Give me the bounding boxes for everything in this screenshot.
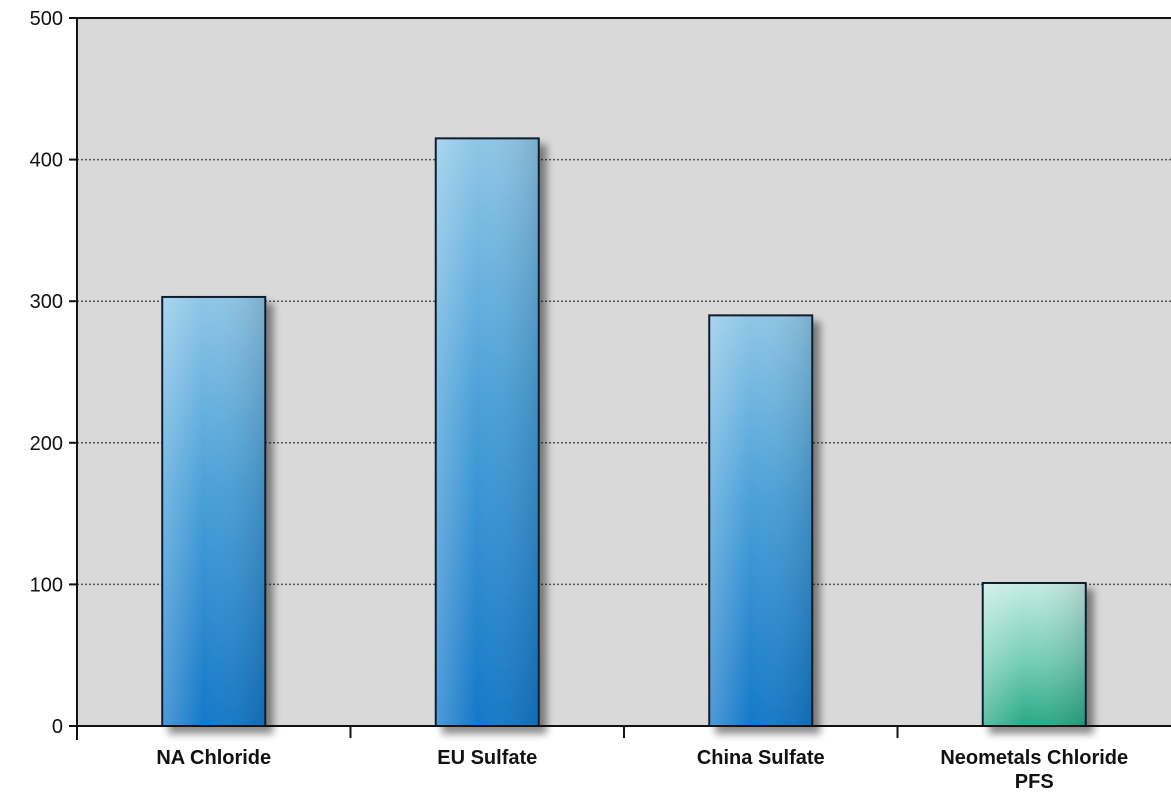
x-axis-labels: NA Chloride EU Sulfate China Sulfate Neomet… [156, 747, 1128, 793]
x-tick-label: EU Sulfate [437, 747, 537, 769]
y-tick-label: 0 [52, 716, 63, 738]
bar-sheen [163, 297, 265, 725]
x-tick-label: Neometals Chloride [940, 747, 1128, 769]
x-tick-label: PFS [1015, 771, 1054, 793]
y-tick-label: 300 [30, 291, 63, 313]
y-axis-ticks: 0 100 200 300 400 500 [30, 8, 77, 738]
x-tick-label: NA Chloride [156, 747, 271, 769]
bar [981, 581, 1087, 728]
x-axis-ticks [349, 726, 899, 738]
bar [708, 314, 814, 727]
bar-sheen [983, 583, 1085, 725]
x-tick-label: China Sulfate [697, 747, 825, 769]
y-tick-label: 400 [30, 150, 63, 172]
bar-sheen [436, 139, 538, 726]
bar-sheen [710, 316, 812, 725]
bar [434, 137, 540, 728]
y-tick-label: 100 [30, 574, 63, 596]
y-tick-label: 500 [30, 8, 63, 30]
bars [161, 137, 1087, 728]
y-tick-label: 200 [30, 433, 63, 455]
bar [161, 295, 267, 727]
